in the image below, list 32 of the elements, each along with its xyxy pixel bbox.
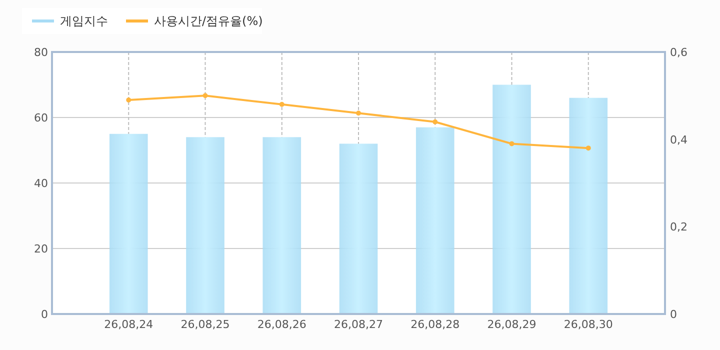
y-tick-label: 40 [34, 177, 48, 190]
x-tick-label: 26,08,24 [104, 318, 154, 331]
legend-label: 사용시간/점유율(%) [154, 14, 263, 28]
point [126, 98, 132, 103]
bar [416, 127, 454, 314]
point [586, 146, 591, 151]
y-tick-label: 60 [34, 112, 48, 124]
y-tick-label: 80 [34, 46, 48, 59]
point [356, 110, 361, 116]
y-tick-label: 20 [34, 242, 48, 256]
bar [339, 144, 378, 314]
x-tick-label: 26,08,25 [180, 318, 230, 331]
bar [262, 137, 302, 314]
y2-tick-label: 0,2 [670, 220, 688, 234]
y2-tick-label: 0,4 [670, 133, 688, 146]
bar [186, 137, 224, 314]
x-tick-label: 26,08,26 [257, 318, 306, 331]
point [432, 119, 438, 124]
point [202, 93, 208, 98]
x-tick-label: 26,08,28 [410, 318, 460, 331]
y2-tick-label: 0 [670, 308, 677, 321]
x-tick-label: 26,08,27 [334, 318, 383, 331]
bar [492, 84, 531, 314]
bar [109, 134, 148, 314]
point [279, 102, 284, 107]
legend-label: 게임지수 [60, 14, 108, 28]
x-tick-label: 26,08,29 [487, 318, 536, 331]
bar [569, 98, 608, 314]
y2-tick-label: 0,6 [670, 46, 688, 59]
point [509, 141, 514, 146]
x-tick-label: 26,08,30 [564, 318, 613, 331]
y-tick-label: 0 [41, 308, 48, 321]
